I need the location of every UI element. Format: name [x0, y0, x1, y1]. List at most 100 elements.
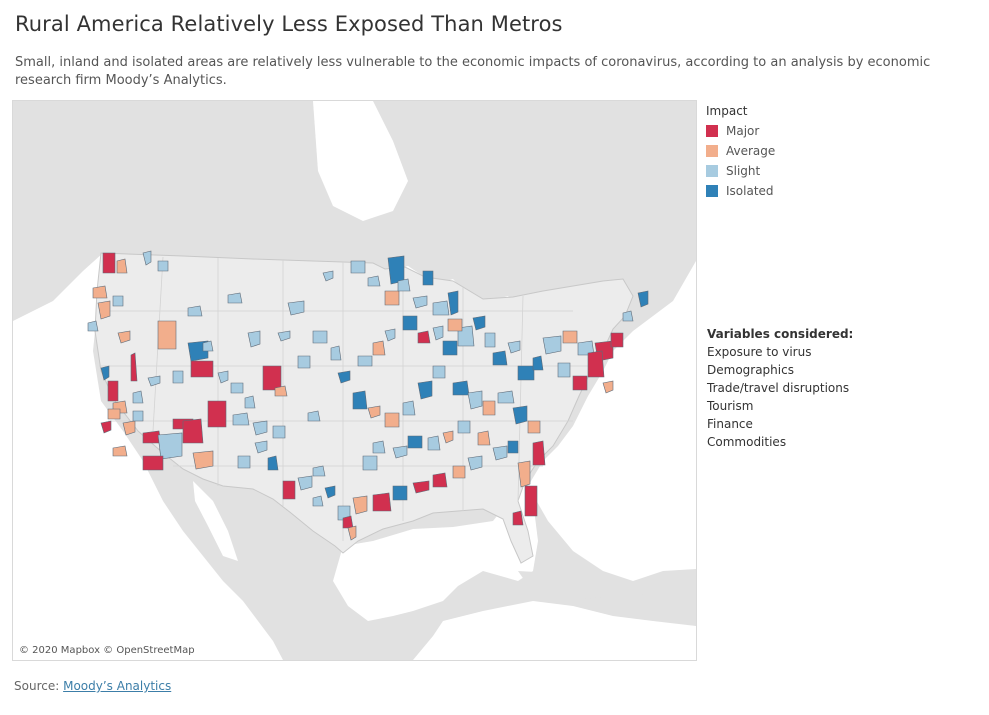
metro-region-isolated[interactable]	[387, 255, 405, 285]
metro-region-slight[interactable]	[497, 390, 515, 404]
metro-region-major[interactable]	[142, 455, 164, 471]
metro-region-average[interactable]	[97, 300, 111, 320]
metro-region-average[interactable]	[107, 408, 121, 420]
metro-region-slight[interactable]	[232, 412, 250, 426]
metro-region-slight[interactable]	[227, 292, 243, 304]
metro-region-slight[interactable]	[350, 260, 366, 274]
metro-region-isolated[interactable]	[402, 315, 418, 331]
legend-item-average[interactable]: Average	[706, 141, 775, 161]
metro-region-slight[interactable]	[157, 432, 183, 460]
metro-region-slight[interactable]	[362, 455, 378, 471]
metro-region-isolated[interactable]	[442, 340, 458, 356]
metro-region-average[interactable]	[367, 405, 381, 419]
metro-region-major[interactable]	[572, 375, 588, 391]
metro-region-slight[interactable]	[297, 355, 311, 369]
metro-region-major[interactable]	[524, 485, 538, 517]
metro-region-major[interactable]	[207, 400, 227, 428]
map-view[interactable]: © 2020 Mapbox © OpenStreetMap	[12, 100, 697, 661]
metro-region-major[interactable]	[587, 350, 605, 378]
metro-region-slight[interactable]	[287, 300, 305, 316]
metro-region-average[interactable]	[92, 285, 108, 299]
metro-region-average[interactable]	[117, 330, 131, 344]
metro-region-slight[interactable]	[484, 332, 496, 348]
metro-region-slight[interactable]	[142, 250, 152, 266]
metro-region-slight[interactable]	[237, 455, 251, 469]
metro-region-slight[interactable]	[427, 435, 441, 451]
metro-region-major[interactable]	[282, 480, 296, 500]
metro-region-slight[interactable]	[277, 330, 291, 342]
metro-region-isolated[interactable]	[417, 380, 433, 400]
metro-region-slight[interactable]	[247, 330, 261, 348]
metro-region-slight[interactable]	[402, 400, 416, 416]
metro-region-isolated[interactable]	[447, 290, 459, 316]
metro-region-major[interactable]	[342, 515, 354, 529]
metro-region-major[interactable]	[432, 472, 448, 488]
metro-region-slight[interactable]	[172, 370, 184, 384]
metro-region-isolated[interactable]	[512, 405, 528, 425]
metro-region-average[interactable]	[122, 420, 136, 436]
metro-region-slight[interactable]	[392, 445, 408, 459]
metro-region-slight[interactable]	[432, 325, 444, 341]
metro-region-isolated[interactable]	[517, 365, 535, 381]
metro-region-isolated[interactable]	[392, 485, 408, 501]
metro-region-slight[interactable]	[297, 475, 313, 491]
metro-region-average[interactable]	[157, 320, 177, 350]
metro-region-slight[interactable]	[397, 278, 411, 292]
metro-region-average[interactable]	[452, 465, 466, 479]
metro-region-slight[interactable]	[132, 390, 144, 404]
metro-region-average[interactable]	[274, 385, 288, 397]
metro-region-average[interactable]	[527, 420, 541, 434]
metro-region-average[interactable]	[517, 460, 531, 488]
metro-region-average[interactable]	[384, 290, 400, 306]
metro-region-slight[interactable]	[87, 320, 99, 332]
metro-region-average[interactable]	[384, 412, 400, 428]
metro-region-slight[interactable]	[312, 495, 324, 507]
metro-region-isolated[interactable]	[407, 435, 423, 449]
metro-region-major[interactable]	[190, 360, 214, 378]
metro-region-average[interactable]	[347, 525, 357, 541]
metro-region-major[interactable]	[417, 330, 431, 344]
metro-region-major[interactable]	[512, 510, 524, 526]
metro-region-major[interactable]	[532, 440, 546, 466]
metro-region-slight[interactable]	[412, 295, 428, 309]
metro-region-slight[interactable]	[230, 382, 244, 394]
metro-region-slight[interactable]	[244, 395, 256, 409]
metro-region-average[interactable]	[447, 318, 463, 332]
metro-region-slight[interactable]	[112, 295, 124, 307]
metro-region-slight[interactable]	[132, 410, 144, 422]
map-canvas[interactable]	[13, 101, 696, 660]
metro-region-isolated[interactable]	[267, 455, 279, 471]
metro-region-slight[interactable]	[187, 305, 203, 317]
metro-region-isolated[interactable]	[492, 350, 508, 366]
metro-region-slight[interactable]	[312, 330, 328, 344]
metro-region-average[interactable]	[372, 340, 386, 356]
metro-region-major[interactable]	[610, 332, 624, 348]
metro-region-slight[interactable]	[507, 340, 521, 354]
metro-region-slight[interactable]	[542, 335, 562, 355]
metro-region-isolated[interactable]	[532, 355, 544, 371]
metro-region-major[interactable]	[102, 252, 116, 274]
metro-region-slight[interactable]	[457, 420, 471, 434]
metro-region-slight[interactable]	[252, 420, 268, 436]
metro-region-average[interactable]	[602, 380, 614, 394]
metro-region-major[interactable]	[107, 380, 119, 402]
metro-region-slight[interactable]	[217, 370, 229, 384]
metro-region-average[interactable]	[477, 430, 491, 446]
metro-region-average[interactable]	[112, 445, 128, 457]
metro-region-slight[interactable]	[254, 440, 268, 454]
metro-region-slight[interactable]	[157, 260, 169, 272]
metro-region-slight[interactable]	[330, 345, 342, 361]
legend-item-isolated[interactable]: Isolated	[706, 181, 775, 201]
metro-region-slight[interactable]	[367, 275, 381, 287]
metro-region-slight[interactable]	[307, 410, 321, 422]
metro-region-average[interactable]	[192, 450, 214, 470]
legend-item-major[interactable]: Major	[706, 121, 775, 141]
metro-region-slight[interactable]	[622, 310, 634, 322]
metro-region-slight[interactable]	[467, 455, 483, 471]
metro-region-major[interactable]	[130, 352, 138, 382]
metro-region-major[interactable]	[262, 365, 282, 391]
metro-region-major[interactable]	[100, 420, 112, 434]
metro-region-slight[interactable]	[202, 340, 214, 352]
metro-region-average[interactable]	[116, 258, 128, 274]
metro-region-major[interactable]	[372, 492, 392, 512]
